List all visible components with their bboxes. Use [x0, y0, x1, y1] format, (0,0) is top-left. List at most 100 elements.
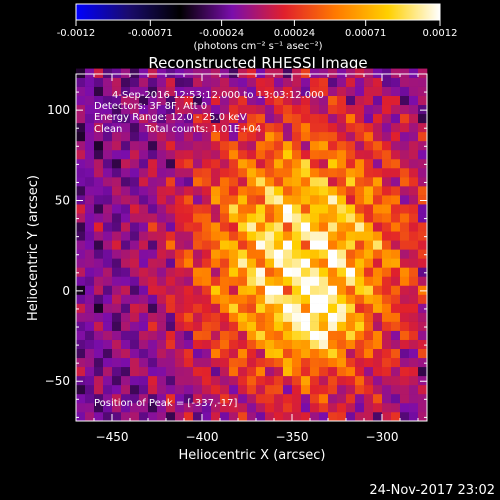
heatmap-cell	[283, 140, 293, 151]
heatmap-cell	[94, 294, 104, 304]
heatmap-cell	[202, 131, 212, 142]
heatmap-cell	[265, 140, 275, 151]
heatmap-cell	[202, 411, 212, 422]
heatmap-cell	[157, 231, 167, 241]
heatmap-cell	[220, 339, 230, 350]
heatmap-cell	[247, 240, 257, 250]
heatmap-cell	[346, 402, 356, 413]
heatmap-cell	[409, 402, 419, 413]
heatmap-cell	[139, 204, 149, 214]
heatmap-cell	[301, 330, 311, 340]
heatmap-cell	[202, 140, 212, 151]
heatmap-cell	[310, 303, 320, 313]
heatmap-cell	[121, 411, 131, 422]
heatmap-cell	[112, 330, 122, 340]
heatmap-cell	[400, 177, 410, 187]
heatmap-cell	[139, 321, 149, 331]
heatmap-cell	[265, 411, 275, 422]
heatmap-cell	[373, 68, 383, 78]
heatmap-cell	[409, 204, 419, 214]
heatmap-cell	[382, 276, 392, 286]
heatmap-cell	[193, 104, 203, 115]
heatmap-cell	[418, 411, 428, 422]
heatmap-cell	[94, 86, 104, 96]
heatmap-cell	[256, 330, 266, 340]
heatmap-cell	[94, 276, 104, 286]
heatmap-cell	[238, 357, 248, 368]
heatmap-cell	[301, 384, 311, 395]
heatmap-cell	[283, 303, 293, 313]
heatmap-cell	[175, 366, 185, 377]
heatmap-cell	[283, 231, 293, 241]
heatmap-cell	[238, 195, 248, 205]
heatmap-cell	[355, 384, 365, 395]
heatmap-cell	[292, 158, 302, 169]
heatmap-cell	[103, 204, 113, 214]
heatmap-cell	[292, 68, 302, 78]
heatmap-cell	[130, 240, 140, 250]
heatmap-cell	[112, 204, 122, 214]
heatmap-cell	[418, 167, 428, 178]
heatmap-cell	[148, 312, 158, 322]
heatmap-cell	[103, 222, 113, 232]
heatmap-cell	[121, 231, 131, 241]
heatmap-cell	[391, 294, 401, 304]
heatmap-cell	[355, 68, 365, 78]
heatmap-cell	[373, 240, 383, 250]
heatmap-cell	[76, 384, 86, 395]
heatmap-cell	[103, 167, 113, 178]
heatmap-cell	[229, 258, 239, 268]
heatmap-cell	[364, 321, 374, 331]
plot-area	[76, 68, 428, 422]
heatmap-cell	[121, 393, 131, 404]
colorbar-gradient	[75, 3, 441, 21]
heatmap-cell	[121, 213, 131, 223]
heatmap-cell	[211, 204, 221, 214]
heatmap-cell	[166, 140, 176, 151]
heatmap-cell	[103, 177, 113, 187]
heatmap-cell	[229, 158, 239, 169]
heatmap-cell	[265, 95, 275, 106]
heatmap-cell	[292, 86, 302, 96]
heatmap-cell	[409, 104, 419, 115]
heatmap-cell	[265, 131, 275, 142]
heatmap-cell	[301, 77, 311, 87]
heatmap-cell	[202, 312, 212, 322]
heatmap-cell	[76, 258, 86, 268]
heatmap-cell	[175, 213, 185, 223]
heatmap-cell	[283, 167, 293, 178]
heatmap-cell	[85, 167, 95, 178]
heatmap-cell	[247, 366, 257, 377]
heatmap-cell	[274, 258, 284, 268]
heatmap-cell	[346, 312, 356, 322]
heatmap-cell	[184, 375, 194, 386]
heatmap-cell	[256, 213, 266, 223]
heatmap-cell	[310, 249, 320, 259]
heatmap-cell	[364, 375, 374, 386]
heatmap-cell	[103, 303, 113, 313]
heatmap-cell	[274, 68, 284, 78]
heatmap-cell	[103, 321, 113, 331]
heatmap-cell	[391, 86, 401, 96]
heatmap-cell	[256, 167, 266, 178]
heatmap-cell	[247, 258, 257, 268]
heatmap-cell	[292, 276, 302, 286]
heatmap-cell	[85, 258, 95, 268]
heatmap-cell	[346, 267, 356, 277]
heatmap-cell	[139, 149, 149, 160]
heatmap-cell	[355, 195, 365, 205]
heatmap-cell	[319, 384, 329, 395]
heatmap-cell	[364, 95, 374, 106]
heatmap-cell	[355, 158, 365, 169]
heatmap-cell	[247, 321, 257, 331]
heatmap-cell	[121, 186, 131, 196]
heatmap-cell	[400, 140, 410, 151]
heatmap-cell	[202, 95, 212, 106]
heatmap-cell	[229, 375, 239, 386]
heatmap-cell	[274, 86, 284, 96]
heatmap-cell	[94, 95, 104, 106]
heatmap-cell	[400, 186, 410, 196]
heatmap-cell	[337, 131, 347, 142]
heatmap-cell	[292, 321, 302, 331]
